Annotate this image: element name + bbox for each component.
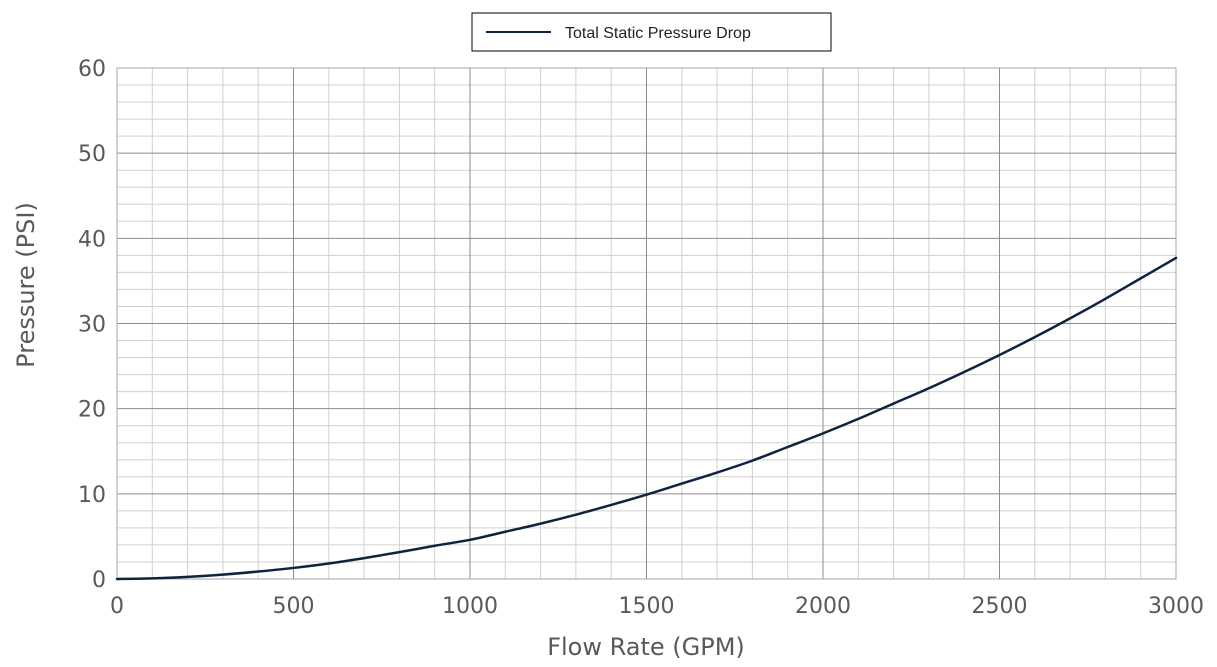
plot-area-border <box>116 67 1177 580</box>
y-axis-title: Pressure (PSI) <box>12 202 40 368</box>
series-line-0 <box>115 256 1178 581</box>
x-tick-label: 3000 <box>1148 594 1204 619</box>
x-tick-label: 2000 <box>795 594 851 619</box>
x-axis-ticks: 0 500 1000 1500 2000 2500 3000 <box>110 594 1204 619</box>
y-tick-label: 10 <box>78 483 106 508</box>
y-tick-label: 30 <box>78 313 106 338</box>
x-axis-title: Flow Rate (GPM) <box>547 633 745 661</box>
y-axis-ticks: 0 10 20 30 40 50 60 <box>78 57 106 593</box>
major-gridlines <box>116 67 1177 580</box>
y-tick-label: 0 <box>92 568 106 593</box>
y-tick-label: 40 <box>78 227 106 252</box>
legend-label: Total Static Pressure Drop <box>565 25 751 42</box>
legend: Total Static Pressure Drop <box>471 12 832 52</box>
x-tick-label: 1500 <box>619 594 675 619</box>
x-tick-label: 1000 <box>442 594 498 619</box>
y-tick-label: 20 <box>78 398 106 423</box>
y-tick-label: 50 <box>78 142 106 167</box>
y-tick-label: 60 <box>78 57 106 82</box>
x-tick-label: 0 <box>110 594 124 619</box>
x-tick-label: 500 <box>273 594 315 619</box>
x-tick-label: 2500 <box>972 594 1028 619</box>
series-layer <box>115 256 1178 581</box>
